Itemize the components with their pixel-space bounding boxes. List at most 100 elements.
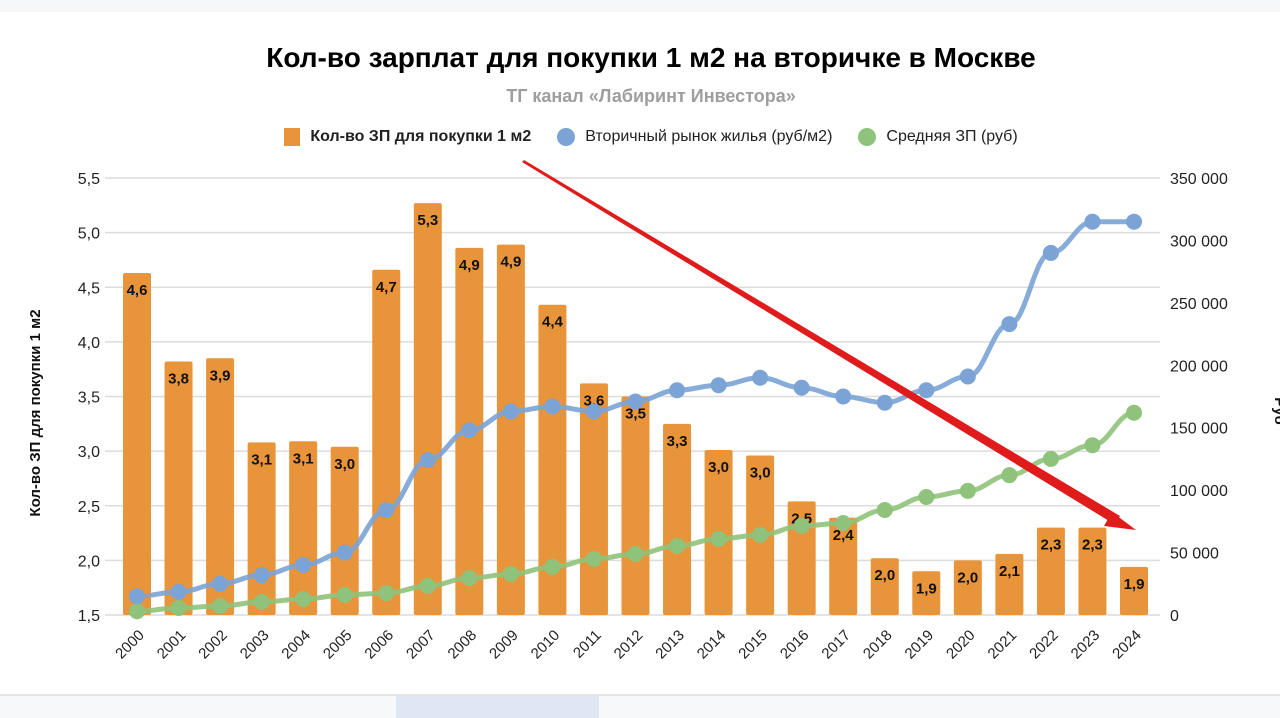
y-tick-label: 1,5 bbox=[78, 608, 100, 625]
x-tick-label: 2009 bbox=[486, 627, 522, 663]
line-point-1-2012 bbox=[627, 393, 644, 410]
bar-2023 bbox=[1078, 527, 1107, 615]
line-point-1-2008 bbox=[461, 422, 478, 439]
line-point-1-2002 bbox=[212, 575, 229, 592]
line-point-1-2003 bbox=[253, 567, 270, 584]
bar-data-label: 4,9 bbox=[500, 254, 521, 271]
y2-tick-label: 300 000 bbox=[1170, 233, 1228, 250]
line-point-2-2024 bbox=[1126, 404, 1142, 421]
legend: Кол-во ЗП для покупки 1 м2 Вторичный рын… bbox=[0, 128, 1280, 146]
x-tick-label: 2006 bbox=[361, 627, 397, 663]
y-tick-label: 4,0 bbox=[78, 335, 100, 352]
trend-arrow-head bbox=[1104, 512, 1136, 530]
x-tick-label: 2008 bbox=[445, 627, 481, 663]
line-point-2-2010 bbox=[544, 558, 561, 575]
bar-2021 bbox=[995, 553, 1024, 615]
line-point-1-2024 bbox=[1126, 213, 1142, 230]
x-tick-label: 2022 bbox=[1026, 627, 1062, 663]
line-point-1-2001 bbox=[170, 583, 187, 600]
y-tick-label: 5,0 bbox=[78, 226, 100, 243]
legend-item-bars[interactable]: Кол-во ЗП для покупки 1 м2 bbox=[284, 128, 531, 146]
line-point-1-2023 bbox=[1084, 213, 1101, 230]
line-point-2-2022 bbox=[1042, 450, 1059, 467]
x-tick-label: 2024 bbox=[1109, 627, 1145, 663]
x-tick-label: 2010 bbox=[528, 627, 564, 663]
line-point-2-2006 bbox=[378, 585, 395, 602]
legend-item-housing[interactable]: Вторичный рынок жилья (руб/м2) bbox=[557, 128, 832, 146]
line-point-2-2023 bbox=[1084, 437, 1101, 454]
x-tick-label: 2017 bbox=[818, 627, 854, 663]
bar-data-label: 2,3 bbox=[1082, 537, 1103, 554]
bar-2000 bbox=[123, 273, 151, 615]
bar-data-label: 5,3 bbox=[417, 212, 438, 229]
line-point-1-2022 bbox=[1042, 244, 1059, 261]
bar-2018 bbox=[870, 558, 899, 615]
bar-2024 bbox=[1120, 566, 1148, 615]
x-tick-label: 2011 bbox=[570, 627, 605, 662]
line-point-1-2021 bbox=[1001, 316, 1018, 333]
x-tick-label: 2019 bbox=[901, 627, 937, 663]
y-tick-label: 5,5 bbox=[78, 171, 100, 188]
active-tab[interactable] bbox=[396, 696, 599, 718]
bar-data-label: 3,0 bbox=[708, 459, 729, 476]
line-point-1-2000 bbox=[129, 588, 145, 605]
line-point-1-2019 bbox=[918, 382, 935, 399]
line-point-1-2013 bbox=[669, 382, 686, 399]
line-point-2-2008 bbox=[461, 570, 478, 587]
bar-data-label: 4,6 bbox=[127, 282, 148, 299]
line-point-2-2021 bbox=[1001, 467, 1018, 484]
line-point-1-2017 bbox=[835, 388, 852, 405]
bar-2017 bbox=[829, 517, 858, 615]
x-tick-label: 2021 bbox=[985, 627, 1021, 663]
bar-data-label: 2,0 bbox=[874, 567, 895, 584]
x-tick-label: 2014 bbox=[694, 627, 730, 663]
line-point-1-2004 bbox=[295, 557, 312, 574]
x-tick-label: 2005 bbox=[320, 627, 356, 663]
legend-label: Средняя ЗП (руб) bbox=[886, 128, 1018, 145]
line-point-2-2020 bbox=[959, 482, 976, 499]
line-point-2-2000 bbox=[129, 603, 145, 620]
x-tick-label: 2018 bbox=[860, 627, 896, 663]
line-point-2-2013 bbox=[669, 537, 686, 554]
bar-data-label: 3,5 bbox=[625, 406, 646, 423]
bar-2001 bbox=[164, 361, 193, 615]
y2-tick-label: 350 000 bbox=[1170, 171, 1228, 188]
legend-dot-green-icon bbox=[858, 128, 877, 146]
y-tick-label: 3,0 bbox=[78, 444, 100, 461]
legend-dot-blue-icon bbox=[557, 128, 576, 146]
bar-2020 bbox=[953, 560, 982, 615]
y2-tick-label: 150 000 bbox=[1170, 421, 1228, 438]
y-tick-label: 2,0 bbox=[78, 553, 100, 570]
x-tick-label: 2001 bbox=[154, 627, 190, 663]
x-tick-label: 2013 bbox=[652, 627, 688, 663]
bar-data-label: 4,4 bbox=[542, 314, 564, 331]
bar-2007 bbox=[413, 203, 442, 615]
line-point-2-2003 bbox=[253, 594, 270, 611]
bar-data-label: 2,1 bbox=[999, 563, 1020, 580]
bar-2012 bbox=[621, 396, 650, 615]
y-axis-title: Кол-во ЗП для покупки 1 м2 bbox=[27, 309, 44, 516]
x-tick-label: 2007 bbox=[403, 627, 439, 663]
bar-data-label: 3,1 bbox=[293, 450, 314, 467]
y-tick-label: 4,5 bbox=[78, 280, 100, 297]
line-point-2-2016 bbox=[793, 517, 810, 534]
line-point-2-2015 bbox=[752, 526, 769, 543]
line-point-1-2009 bbox=[502, 403, 519, 420]
bar-2019 bbox=[912, 571, 941, 615]
line-point-2-2018 bbox=[876, 501, 893, 518]
x-tick-label: 2023 bbox=[1068, 627, 1104, 663]
bar-data-label: 3,1 bbox=[251, 451, 272, 468]
line-point-2-2001 bbox=[170, 600, 187, 617]
legend-label: Вторичный рынок жилья (руб/м2) bbox=[585, 128, 833, 145]
line-point-2-2011 bbox=[585, 550, 602, 567]
bar-data-label: 1,9 bbox=[1124, 576, 1145, 593]
bar-data-label: 3,0 bbox=[750, 464, 771, 481]
line-point-1-2015 bbox=[752, 369, 769, 386]
bar-data-label: 3,9 bbox=[210, 367, 231, 384]
x-tick-label: 2003 bbox=[237, 627, 273, 663]
y2-tick-label: 50 000 bbox=[1170, 546, 1219, 563]
line-point-1-2011 bbox=[585, 403, 602, 420]
legend-item-salary[interactable]: Средняя ЗП (руб) bbox=[858, 128, 1018, 146]
chart-title: Кол-во зарплат для покупки 1 м2 на втори… bbox=[266, 42, 1036, 73]
bar-2022 bbox=[1036, 527, 1065, 615]
